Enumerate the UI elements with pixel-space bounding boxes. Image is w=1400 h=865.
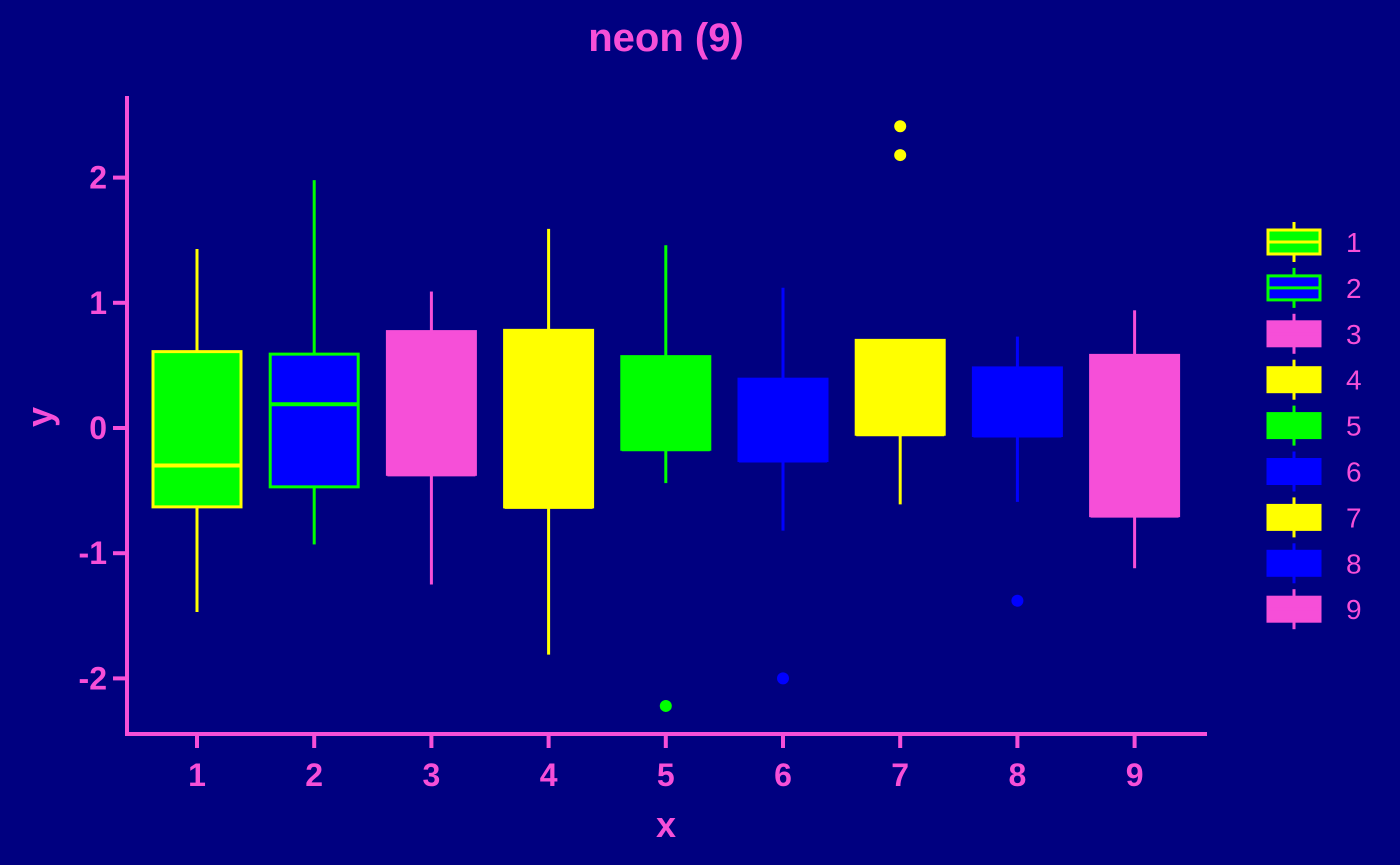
x-tick-label: 2 — [305, 757, 323, 793]
box-iqr — [385, 330, 477, 476]
outlier-point — [894, 149, 907, 162]
box-iqr — [620, 355, 712, 451]
legend-label: 4 — [1346, 365, 1362, 396]
box-iqr — [503, 328, 595, 509]
x-tick-label: 7 — [891, 757, 909, 793]
box-group-9 — [1089, 310, 1181, 569]
box-group-2 — [268, 180, 360, 545]
y-tick-label: 0 — [89, 410, 107, 446]
legend-entry-8: 8 — [1266, 543, 1362, 584]
x-axis-label: x — [656, 804, 676, 845]
box-iqr — [737, 377, 829, 463]
box-iqr — [268, 352, 360, 489]
box-group-5 — [620, 245, 712, 712]
legend-label: 9 — [1346, 594, 1362, 625]
box-group-1 — [151, 248, 243, 613]
legend-entry-6: 6 — [1266, 451, 1362, 492]
y-tick-label: -1 — [79, 535, 107, 571]
legend-entry-3: 3 — [1266, 313, 1362, 354]
legend-label: 6 — [1346, 457, 1362, 488]
legend-entry-2: 2 — [1266, 267, 1362, 308]
legend-label: 3 — [1346, 319, 1362, 350]
y-tick-label: 1 — [89, 285, 107, 321]
legend: 1 2 3 4 5 6 7 8 9 — [1266, 222, 1362, 630]
x-tick-label: 9 — [1126, 757, 1144, 793]
x-tick-label: 6 — [774, 757, 792, 793]
legend-label: 1 — [1346, 227, 1362, 258]
legend-entry-7: 7 — [1266, 497, 1362, 538]
box-group-3 — [385, 291, 477, 585]
outlier-point — [777, 672, 789, 685]
legend-label: 2 — [1346, 273, 1362, 304]
x-tick-label: 1 — [188, 757, 206, 793]
box-group-8 — [971, 336, 1063, 607]
box-iqr — [1089, 353, 1181, 518]
chart-title: neon (9) — [588, 16, 744, 60]
outlier-point — [1011, 594, 1024, 607]
box-iqr — [971, 366, 1063, 438]
outlier-point — [894, 120, 907, 133]
x-tick-label: 5 — [657, 757, 675, 793]
y-tick-label: 2 — [89, 160, 107, 196]
legend-entry-1: 1 — [1266, 222, 1362, 262]
legend-entry-5: 5 — [1266, 405, 1362, 446]
y-tick-label: -2 — [79, 660, 107, 696]
box-series — [151, 120, 1181, 712]
legend-label: 8 — [1346, 548, 1362, 579]
x-tick-label: 8 — [1009, 757, 1027, 793]
x-tick-label: 4 — [540, 757, 558, 793]
legend-entry-9: 9 — [1266, 589, 1362, 630]
legend-label: 7 — [1346, 502, 1362, 533]
legend-label: 5 — [1346, 411, 1362, 442]
box-iqr — [854, 338, 946, 436]
y-axis-label: y — [19, 407, 60, 427]
x-tick-label: 3 — [423, 757, 441, 793]
box-iqr — [151, 350, 243, 509]
axes: -2 -1 0 1 2 1 2 3 4 5 6 7 8 9 — [79, 96, 1207, 793]
legend-entry-4: 4 — [1266, 359, 1362, 400]
box-group-7 — [854, 120, 946, 505]
box-group-6 — [737, 287, 829, 685]
outlier-point — [659, 699, 672, 712]
box-group-4 — [503, 228, 595, 655]
